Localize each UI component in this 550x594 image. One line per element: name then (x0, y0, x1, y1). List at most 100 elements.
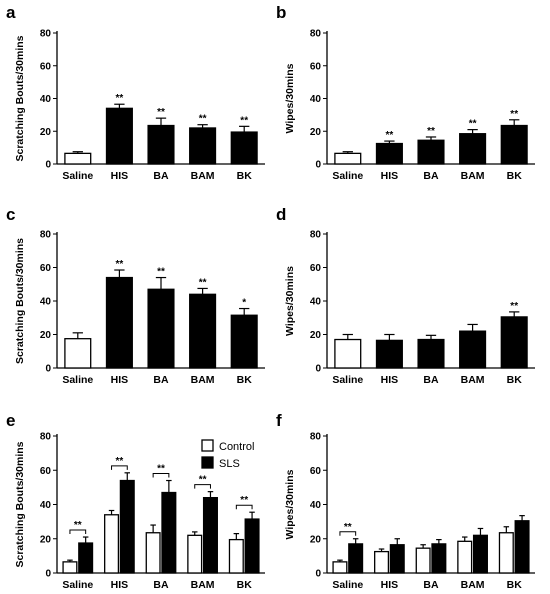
bar-control (104, 514, 120, 574)
significance-label: ** (157, 267, 165, 278)
significance-bracket (339, 531, 357, 536)
significance-label: ** (510, 301, 518, 312)
y-tick-label: 40 (310, 500, 322, 511)
y-tick-label: 40 (40, 500, 52, 511)
x-tick-label: HIS (381, 374, 399, 386)
y-tick-label: 60 (310, 263, 322, 274)
bar (189, 127, 217, 165)
y-tick-label: 0 (315, 160, 321, 171)
panel-letter: d (276, 205, 286, 224)
bar-sls (244, 518, 260, 574)
bar-sls (348, 543, 364, 574)
x-tick-label: Saline (62, 579, 93, 591)
bar (334, 338, 362, 369)
bar-sls (78, 542, 94, 574)
bar-sls (161, 491, 177, 574)
bar (64, 338, 92, 369)
x-tick-label: Saline (62, 374, 93, 386)
x-tick-label: BAM (191, 579, 215, 591)
bar-control (457, 540, 473, 574)
y-tick-label: 20 (310, 330, 322, 341)
y-tick-label: 40 (40, 297, 52, 308)
y-tick-label: 0 (45, 160, 51, 171)
y-tick-label: 0 (315, 569, 321, 580)
x-tick-label: BA (153, 579, 169, 591)
bar-control (228, 538, 244, 574)
y-tick-label: 80 (40, 230, 52, 241)
significance-bracket (152, 473, 170, 478)
x-tick-label: BAM (191, 170, 215, 182)
y-axis-title: Scratching Bouts/30mins (14, 238, 26, 364)
y-tick-label: 0 (45, 569, 51, 580)
significance-bracket (69, 529, 87, 535)
panel-letter: a (6, 3, 16, 22)
y-tick-label: 40 (310, 94, 322, 105)
y-tick-label: 20 (310, 127, 322, 138)
bar (189, 293, 217, 369)
significance-label: ** (510, 109, 518, 120)
x-tick-label: BA (423, 170, 439, 182)
x-tick-label: BAM (191, 374, 215, 386)
y-tick-label: 40 (310, 297, 322, 308)
x-tick-label: HIS (111, 374, 129, 386)
y-axis-title: Wipes/30mins (284, 266, 296, 336)
y-tick-label: 60 (40, 466, 52, 477)
x-tick-label: BA (423, 374, 439, 386)
x-tick-label: Saline (62, 170, 93, 182)
significance-label: ** (240, 115, 248, 126)
legend-label: Control (219, 441, 254, 453)
bar-sls (431, 543, 447, 574)
y-tick-label: 60 (40, 263, 52, 274)
x-tick-label: BK (237, 170, 253, 182)
significance-bracket (111, 465, 128, 470)
y-axis-title: Scratching Bouts/30mins (14, 441, 26, 567)
bar (459, 133, 487, 165)
y-axis-title: Wipes/30mins (284, 469, 296, 539)
y-axis-title: Scratching Bouts/30mins (14, 35, 26, 161)
bar (230, 131, 258, 165)
x-tick-label: BK (507, 374, 523, 386)
y-tick-label: 0 (45, 364, 51, 375)
legend-swatch (201, 456, 214, 469)
y-tick-label: 80 (310, 230, 322, 241)
bar (230, 314, 258, 369)
bar-control (187, 534, 203, 574)
bar (105, 276, 133, 369)
bar (64, 152, 92, 165)
bar-sls (472, 534, 488, 574)
bar-sls (389, 544, 405, 574)
y-tick-label: 20 (40, 330, 52, 341)
significance-label: ** (116, 93, 124, 104)
x-tick-label: HIS (381, 170, 399, 182)
significance-bracket (235, 504, 253, 510)
y-tick-label: 40 (40, 94, 52, 105)
x-tick-label: HIS (381, 579, 399, 591)
significance-label: ** (157, 107, 165, 118)
panel-a: a Scratching Bouts/30mins 0 20 40 60 80 Saline H… (6, 3, 265, 182)
significance-label: ** (116, 259, 124, 270)
x-tick-label: BAM (461, 579, 485, 591)
x-tick-label: HIS (111, 579, 129, 591)
x-tick-label: BA (153, 170, 169, 182)
bar (500, 124, 528, 165)
x-tick-label: BA (423, 579, 439, 591)
panel-letter: c (6, 205, 15, 224)
x-tick-label: BK (237, 374, 253, 386)
x-tick-label: Saline (332, 374, 363, 386)
significance-label: ** (240, 495, 248, 506)
significance-label: ** (469, 119, 477, 130)
bar (334, 152, 362, 165)
y-tick-label: 80 (40, 29, 52, 40)
x-tick-label: HIS (111, 170, 129, 182)
significance-label: ** (199, 114, 207, 125)
panel-letter: e (6, 411, 15, 430)
bar (147, 124, 175, 165)
panel-d: d Wipes/30mins 0 20 40 60 80 Saline HIS BA BAM BK ** (276, 205, 535, 386)
panel-letter: b (276, 3, 286, 22)
panel-b: b Wipes/30mins 0 20 40 60 80 Saline HIS BA BAM BK **… (276, 3, 535, 182)
y-tick-label: 0 (315, 364, 321, 375)
x-tick-label: BAM (461, 374, 485, 386)
y-tick-label: 20 (310, 534, 322, 545)
bar (375, 339, 403, 369)
bar (500, 316, 528, 369)
